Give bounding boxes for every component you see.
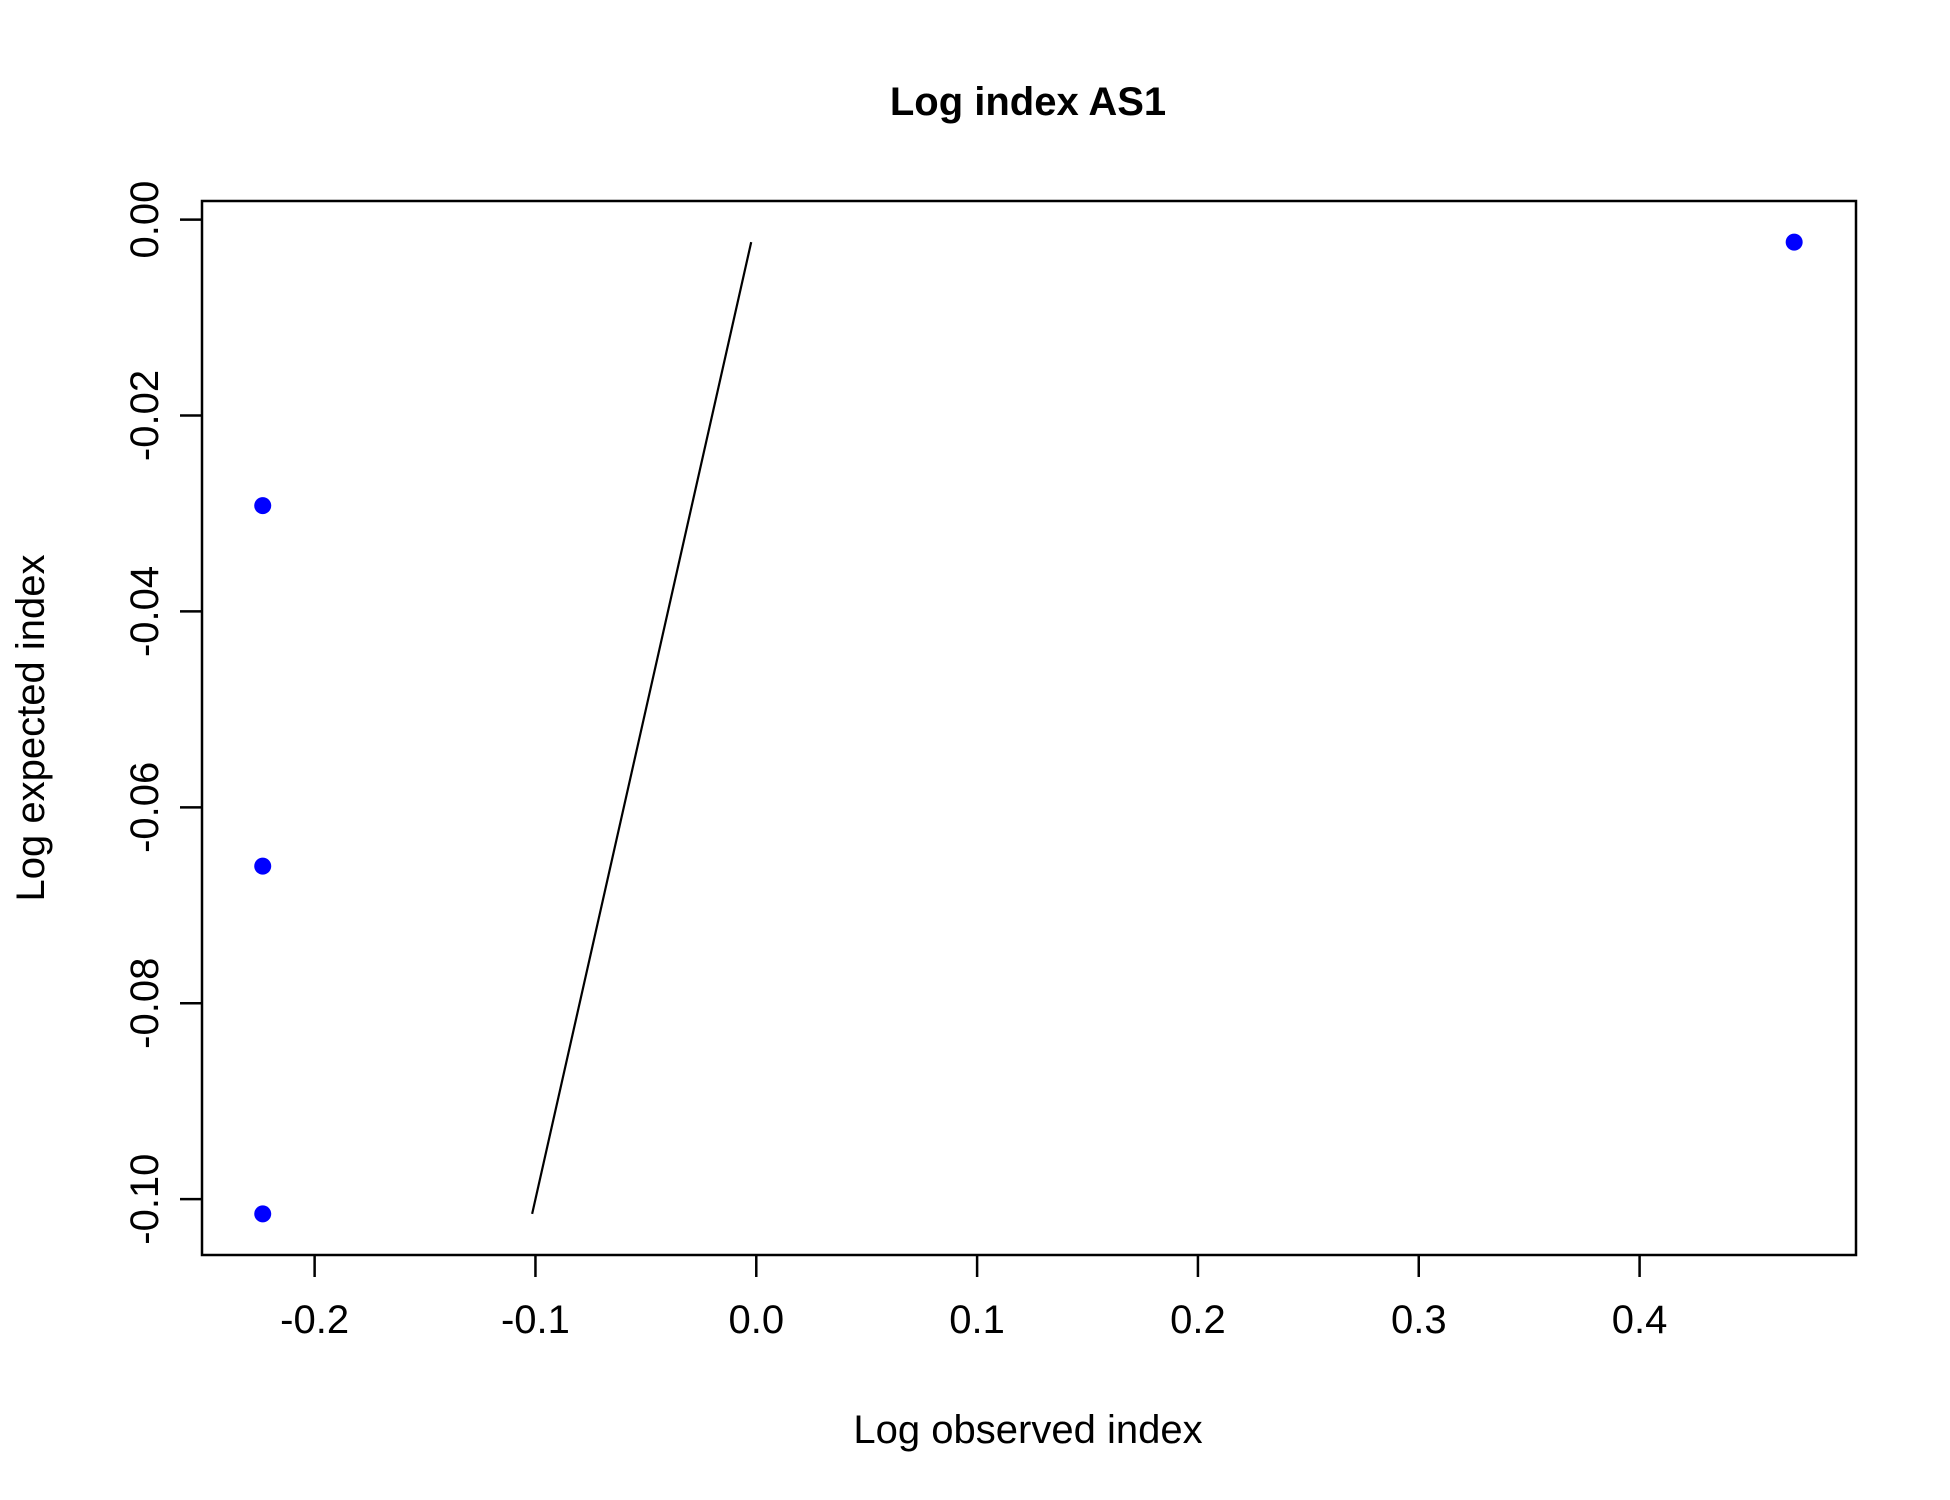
x-tick-label: 0.0 — [728, 1298, 784, 1342]
y-axis-label: Log expected index — [9, 555, 53, 902]
x-tick-label: 0.4 — [1612, 1298, 1668, 1342]
y-tick-label: -0.08 — [123, 958, 167, 1049]
x-tick-label: 0.3 — [1391, 1298, 1447, 1342]
x-tick-label: 0.2 — [1170, 1298, 1226, 1342]
chart-title: Log index AS1 — [890, 80, 1166, 124]
x-tick-label: -0.1 — [501, 1298, 570, 1342]
x-tick-label: 0.1 — [949, 1298, 1005, 1342]
y-tick-label: -0.10 — [123, 1154, 167, 1245]
data-point — [254, 497, 272, 515]
plot-frame — [200, 199, 1858, 1257]
y-tick-label: -0.04 — [123, 566, 167, 657]
data-points-layer — [254, 233, 1803, 1223]
y-tick-label: 0.00 — [123, 181, 167, 259]
y-tick-label: -0.02 — [123, 370, 167, 461]
data-point — [254, 857, 272, 875]
x-axis-label: Log observed index — [853, 1408, 1202, 1452]
reference-line — [531, 241, 753, 1215]
reference-line-layer — [531, 241, 753, 1215]
data-point — [1785, 233, 1803, 251]
x-tick-label: -0.2 — [280, 1298, 349, 1342]
data-point — [254, 1205, 272, 1223]
y-axis: 0.00 -0.02 -0.04 -0.06 -0.08 -0.10 — [123, 181, 202, 1245]
x-axis: -0.2 -0.1 0.0 0.1 0.2 0.3 0.4 — [280, 1255, 1667, 1342]
y-tick-label: -0.06 — [123, 762, 167, 853]
